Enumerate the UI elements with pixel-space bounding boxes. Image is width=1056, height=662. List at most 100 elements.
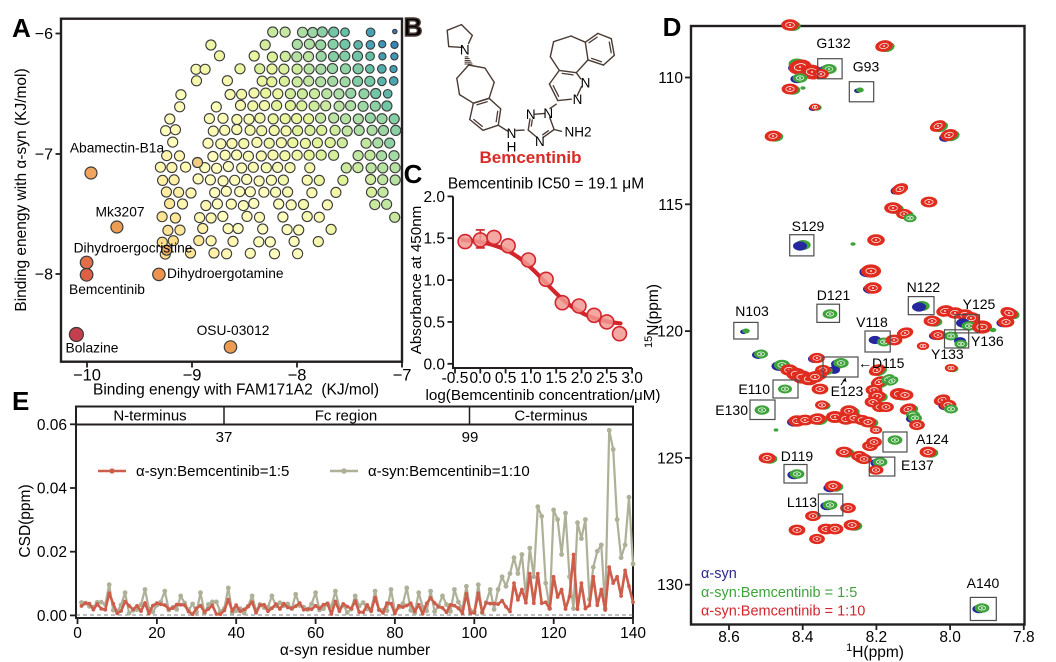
svg-text:Mk3207: Mk3207 xyxy=(95,205,144,220)
svg-text:D119: D119 xyxy=(781,448,814,464)
svg-text:V118: V118 xyxy=(856,314,888,330)
svg-text:-0.5: -0.5 xyxy=(442,370,469,387)
svg-text:3.0: 3.0 xyxy=(621,370,643,387)
svg-text:Y136: Y136 xyxy=(971,333,1004,349)
svg-text:Bolazine: Bolazine xyxy=(66,341,119,356)
svg-text:G132: G132 xyxy=(816,35,850,51)
svg-text:−8: −8 xyxy=(35,267,53,284)
svg-text:α-syn:Bemcentinib=1:10: α-syn:Bemcentinib=1:10 xyxy=(368,463,530,480)
svg-text:C-terminus: C-terminus xyxy=(514,408,587,425)
svg-text:←D115: ←D115 xyxy=(858,355,905,371)
svg-text:Abamectin-B1a: Abamectin-B1a xyxy=(70,141,165,156)
svg-text:N122: N122 xyxy=(907,279,941,295)
svg-text:α-syn:Bemcentinib = 1:5: α-syn:Bemcentinib = 1:5 xyxy=(701,585,857,601)
svg-text:E110: E110 xyxy=(738,381,770,397)
svg-text:C: C xyxy=(404,159,423,189)
svg-text:1H(ppm): 1H(ppm) xyxy=(846,642,904,661)
svg-text:E137: E137 xyxy=(901,457,934,473)
svg-text:−8: −8 xyxy=(288,367,307,385)
svg-text:D: D xyxy=(663,12,682,42)
svg-text:0.02: 0.02 xyxy=(37,544,67,561)
svg-text:40: 40 xyxy=(228,625,246,642)
svg-text:E130: E130 xyxy=(715,402,748,418)
svg-text:α-syn residue number: α-syn residue number xyxy=(280,642,430,659)
svg-text:−6: −6 xyxy=(35,26,53,43)
svg-text:8.6: 8.6 xyxy=(718,629,740,646)
svg-text:60: 60 xyxy=(307,625,325,642)
svg-text:Binding enengy with α-syn (KJ/: Binding enengy with α-syn (KJ/mol) xyxy=(13,68,30,311)
svg-text:N: N xyxy=(543,106,553,121)
svg-text:115: 115 xyxy=(658,197,683,214)
svg-text:0.06: 0.06 xyxy=(37,417,67,434)
svg-text:120: 120 xyxy=(541,625,567,642)
svg-text:8.4: 8.4 xyxy=(792,629,814,646)
svg-text:−9: −9 xyxy=(183,367,202,385)
svg-text:A140: A140 xyxy=(967,575,1000,591)
svg-text:1.0: 1.0 xyxy=(423,273,445,290)
svg-text:H: H xyxy=(507,140,517,155)
svg-text:N: N xyxy=(460,42,470,57)
svg-text:NH2: NH2 xyxy=(565,124,592,139)
svg-text:N: N xyxy=(535,134,545,149)
svg-text:0.5: 0.5 xyxy=(495,370,517,387)
svg-text:N-terminus: N-terminus xyxy=(113,408,186,425)
svg-text:99: 99 xyxy=(462,429,479,446)
svg-text:E123: E123 xyxy=(831,383,864,399)
svg-text:1.5: 1.5 xyxy=(545,370,567,387)
svg-text:N: N xyxy=(573,92,583,107)
svg-text:B: B xyxy=(404,12,423,42)
svg-text:2.5: 2.5 xyxy=(596,370,618,387)
svg-text:α-syn:Bemcentinib = 1:10: α-syn:Bemcentinib = 1:10 xyxy=(701,604,865,620)
svg-text:140: 140 xyxy=(620,625,646,642)
svg-text:7.8: 7.8 xyxy=(1013,629,1035,646)
svg-text:Y125: Y125 xyxy=(963,296,996,312)
svg-text:Y133: Y133 xyxy=(931,346,964,362)
svg-text:120: 120 xyxy=(657,324,683,341)
svg-text:0.00: 0.00 xyxy=(37,608,68,625)
svg-text:Dihydroergocristine: Dihydroergocristine xyxy=(74,240,193,255)
svg-text:N: N xyxy=(526,107,536,122)
svg-text:0.5: 0.5 xyxy=(423,314,445,331)
svg-text:Binding enengy with FAM171A2: Binding enengy with FAM171A2 (KJ/mol) xyxy=(93,382,379,399)
svg-text:20: 20 xyxy=(148,625,166,642)
svg-text:α-syn:Bemcentinib=1:5: α-syn:Bemcentinib=1:5 xyxy=(136,463,289,480)
svg-text:−7: −7 xyxy=(35,147,53,164)
svg-text:130: 130 xyxy=(657,577,683,594)
svg-text:Bemcentinib: Bemcentinib xyxy=(479,148,581,167)
svg-text:0: 0 xyxy=(73,625,82,642)
svg-text:Bemcentinib: Bemcentinib xyxy=(69,282,145,297)
svg-text:2.0: 2.0 xyxy=(571,370,593,387)
svg-text:Fc region: Fc region xyxy=(315,408,378,425)
svg-text:8.2: 8.2 xyxy=(866,629,888,646)
svg-text:α-syn: α-syn xyxy=(701,566,737,582)
svg-text:OSU-03012: OSU-03012 xyxy=(197,323,270,338)
svg-text:log(Bemcentinib concentration/: log(Bemcentinib concentration/μM) xyxy=(426,387,661,404)
svg-text:S129: S129 xyxy=(792,218,825,234)
svg-text:80: 80 xyxy=(386,625,404,642)
svg-text:Bemcentinib IC50 = 19.1 μM: Bemcentinib IC50 = 19.1 μM xyxy=(448,176,644,193)
svg-text:8.0: 8.0 xyxy=(939,629,961,646)
svg-text:N103: N103 xyxy=(735,303,769,319)
svg-text:−10: −10 xyxy=(73,367,101,385)
svg-text:CSD(ppm): CSD(ppm) xyxy=(17,484,34,557)
svg-text:Dihydroergotamine: Dihydroergotamine xyxy=(167,266,284,281)
svg-text:15N(ppm): 15N(ppm) xyxy=(643,284,662,348)
svg-text:L113: L113 xyxy=(787,494,817,510)
svg-text:0.0: 0.0 xyxy=(423,356,445,373)
svg-text:A: A xyxy=(12,13,31,43)
svg-text:−7: −7 xyxy=(393,367,412,385)
svg-text:D121: D121 xyxy=(817,287,851,303)
svg-text:N: N xyxy=(581,76,591,91)
svg-text:Absorbance at 450nm: Absorbance at 450nm xyxy=(408,206,425,355)
svg-text:G93: G93 xyxy=(853,59,880,75)
svg-text:N: N xyxy=(507,126,517,141)
svg-text:125: 125 xyxy=(657,450,683,467)
svg-text:A124: A124 xyxy=(916,431,949,447)
svg-text:1.0: 1.0 xyxy=(520,370,542,387)
svg-text:1.5: 1.5 xyxy=(423,231,445,248)
svg-text:110: 110 xyxy=(658,70,683,87)
svg-text:37: 37 xyxy=(216,429,233,446)
svg-text:E: E xyxy=(12,386,29,416)
svg-text:0.0: 0.0 xyxy=(470,370,492,387)
svg-text:100: 100 xyxy=(461,625,487,642)
